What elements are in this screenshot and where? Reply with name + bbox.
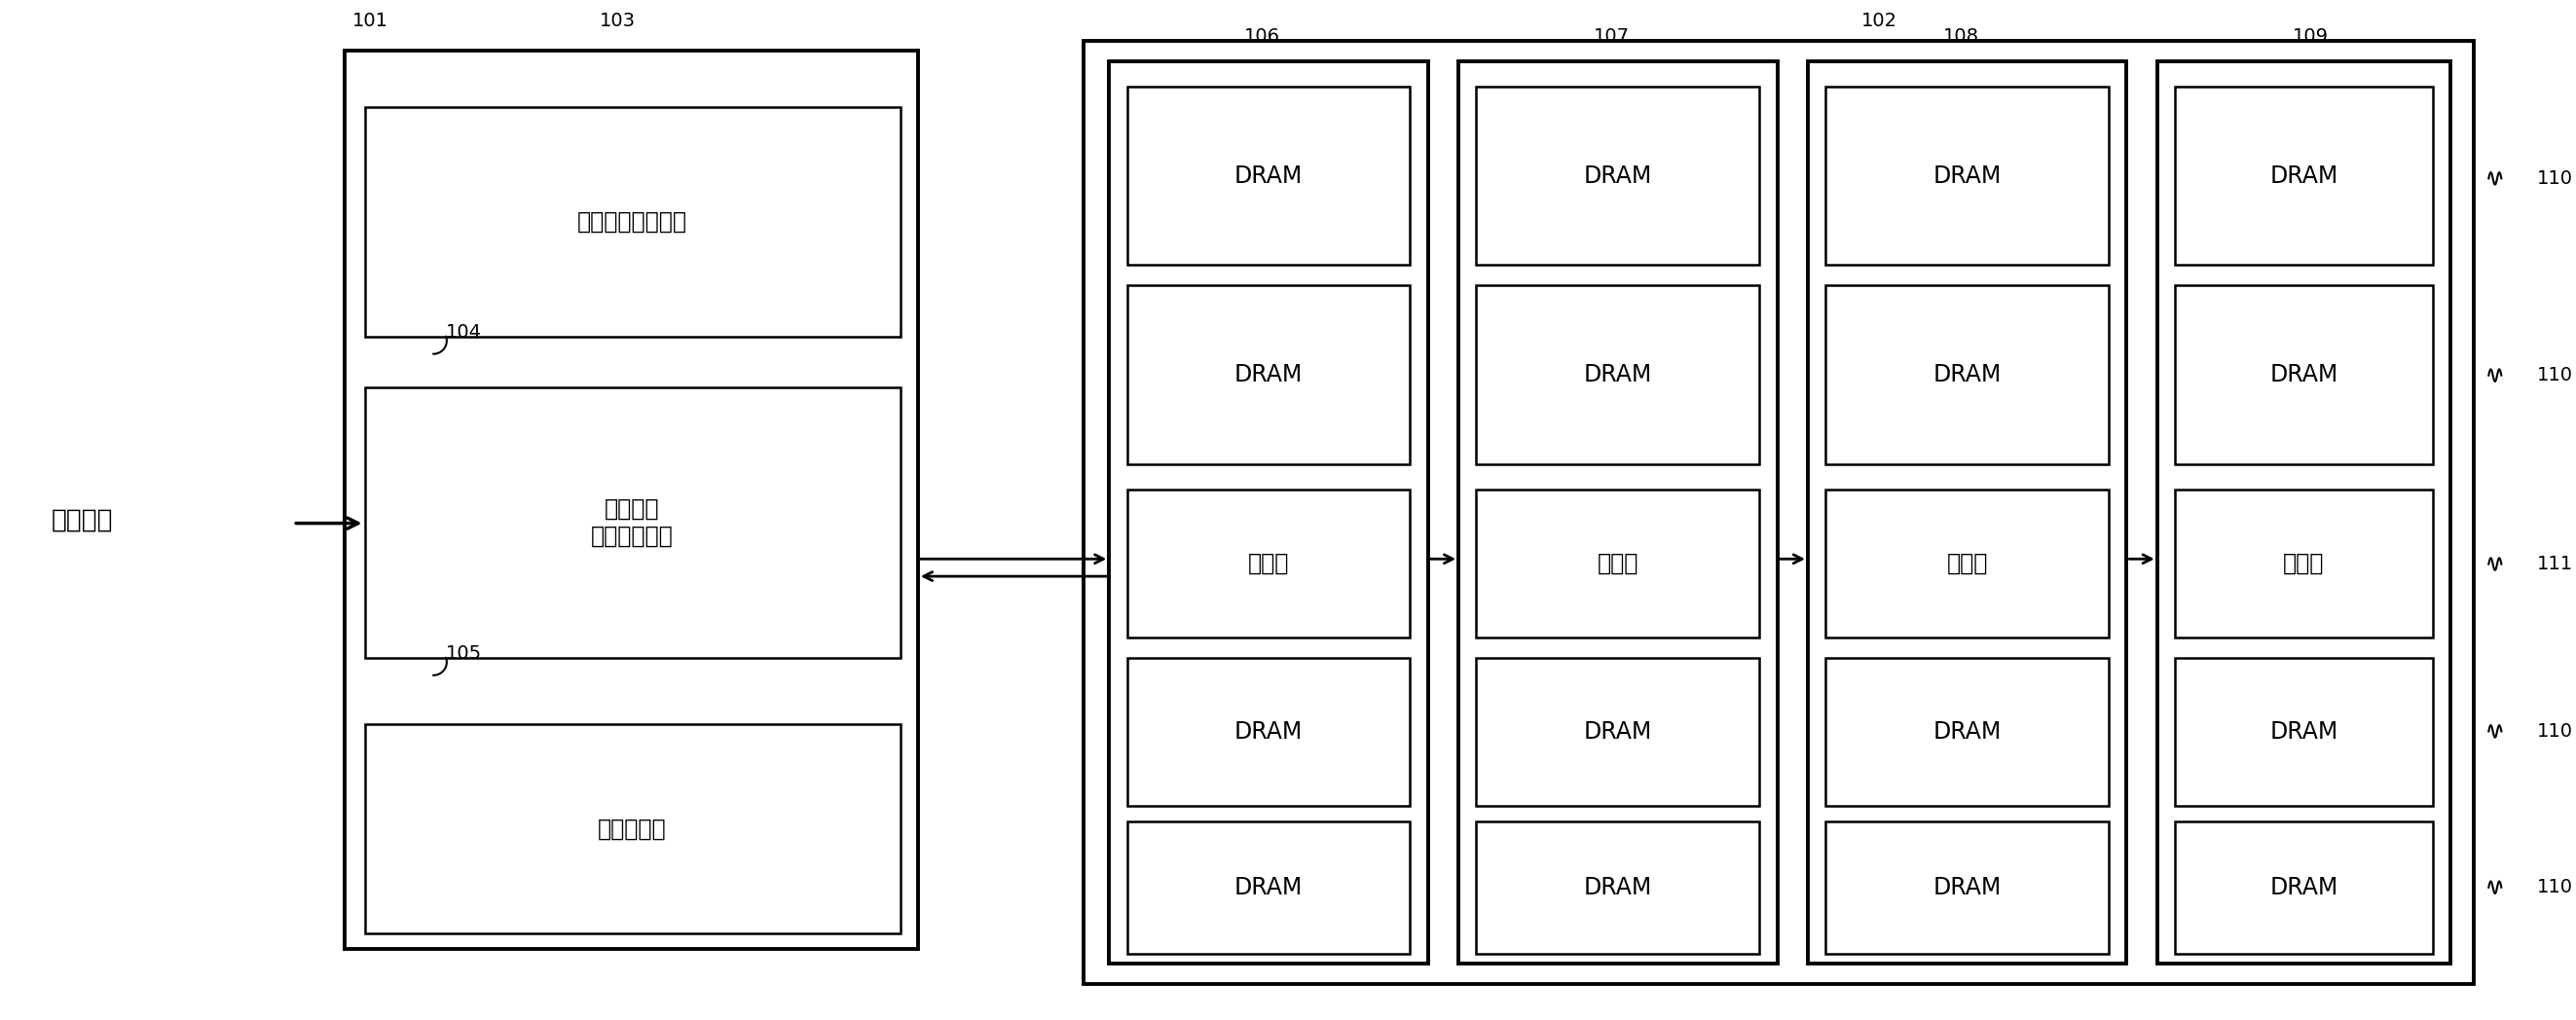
Text: DRAM: DRAM [1234, 363, 1303, 387]
Text: DRAM: DRAM [1584, 720, 1651, 744]
Text: 缓冲器: 缓冲器 [2282, 552, 2324, 575]
Bar [1110, 61, 1427, 964]
Bar [1826, 658, 2110, 806]
Bar [366, 388, 899, 658]
Text: 107: 107 [1595, 28, 1631, 46]
Text: 访问模式
判断设置单元: 访问模式 判断设置单元 [590, 498, 672, 548]
Text: DRAM: DRAM [2269, 363, 2339, 387]
Bar [1128, 658, 1409, 806]
Text: 110: 110 [2537, 366, 2573, 385]
Bar [345, 51, 917, 949]
Text: DRAM: DRAM [1234, 720, 1303, 744]
Bar [2174, 286, 2432, 464]
Bar [1458, 61, 1777, 964]
Bar [1128, 286, 1409, 464]
Bar [2174, 87, 2432, 265]
Bar [1476, 821, 1759, 954]
Text: 110: 110 [2537, 169, 2573, 188]
Bar [1826, 821, 2110, 954]
Text: DRAM: DRAM [2269, 720, 2339, 744]
Bar [1476, 87, 1759, 265]
Text: 104: 104 [446, 323, 482, 342]
Text: 106: 106 [1244, 28, 1280, 46]
Bar [1476, 286, 1759, 464]
Text: 101: 101 [353, 12, 389, 31]
Text: DRAM: DRAM [1584, 164, 1651, 188]
Text: 110: 110 [2537, 878, 2573, 897]
Bar [1826, 87, 2110, 265]
Text: 108: 108 [1942, 28, 1978, 46]
Bar [2174, 658, 2432, 806]
Text: 缓冲器: 缓冲器 [1947, 552, 1989, 575]
Text: DRAM: DRAM [1234, 876, 1303, 899]
Text: 存储器信息寄存器: 存储器信息寄存器 [577, 210, 688, 234]
Text: 缓冲器: 缓冲器 [1597, 552, 1638, 575]
Bar [1826, 286, 2110, 464]
Bar [2156, 61, 2450, 964]
Bar [2174, 821, 2432, 954]
Bar [1128, 87, 1409, 265]
Text: 105: 105 [446, 645, 482, 663]
Bar [1476, 658, 1759, 806]
Text: DRAM: DRAM [1234, 164, 1303, 188]
Text: DRAM: DRAM [1932, 164, 2002, 188]
Text: 103: 103 [600, 12, 636, 31]
Bar [1084, 41, 2473, 984]
Bar [2174, 490, 2432, 638]
Text: 缓冲器: 缓冲器 [1247, 552, 1288, 575]
Text: 访问模式: 访问模式 [52, 508, 113, 532]
Text: DRAM: DRAM [1932, 363, 2002, 387]
Text: DRAM: DRAM [1932, 876, 2002, 899]
Text: 存储器接口: 存储器接口 [598, 817, 667, 840]
Bar [1476, 490, 1759, 638]
Bar [1808, 61, 2128, 964]
Text: 110: 110 [2537, 722, 2573, 741]
Text: 109: 109 [2293, 28, 2329, 46]
Text: 111: 111 [2537, 555, 2573, 573]
Bar [1128, 821, 1409, 954]
Bar [1128, 490, 1409, 638]
Text: DRAM: DRAM [2269, 164, 2339, 188]
Text: 102: 102 [1862, 12, 1899, 31]
Text: DRAM: DRAM [1584, 363, 1651, 387]
Text: DRAM: DRAM [2269, 876, 2339, 899]
Bar [1826, 490, 2110, 638]
Text: DRAM: DRAM [1932, 720, 2002, 744]
Text: DRAM: DRAM [1584, 876, 1651, 899]
Bar [366, 724, 899, 933]
Bar [366, 107, 899, 337]
